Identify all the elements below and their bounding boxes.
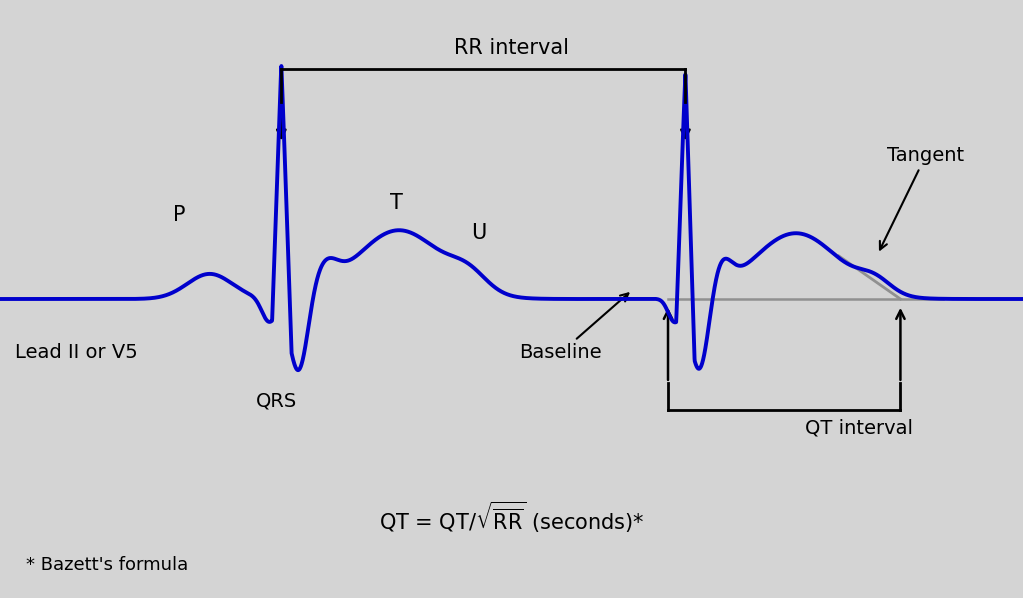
Text: U: U xyxy=(471,223,487,243)
Text: Lead II or V5: Lead II or V5 xyxy=(15,343,138,362)
Text: P: P xyxy=(173,205,185,225)
Text: RR interval: RR interval xyxy=(454,38,569,58)
Text: * Bazett's formula: * Bazett's formula xyxy=(26,556,188,574)
Text: Baseline: Baseline xyxy=(520,294,628,362)
Text: T: T xyxy=(391,193,403,213)
Text: QT = QT/$\sqrt{\overline{\rm RR}}$ (seconds)*: QT = QT/$\sqrt{\overline{\rm RR}}$ (seco… xyxy=(379,500,644,535)
Text: QT interval: QT interval xyxy=(805,418,914,437)
Text: QRS: QRS xyxy=(256,391,297,410)
Text: Tangent: Tangent xyxy=(880,146,965,249)
